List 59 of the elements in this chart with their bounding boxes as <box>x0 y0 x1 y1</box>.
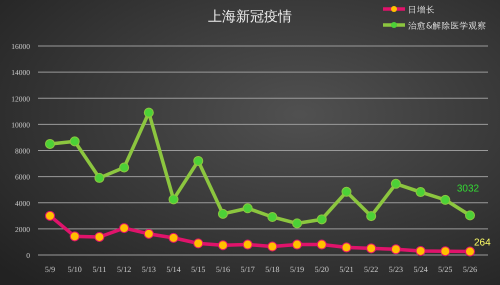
point <box>242 203 253 214</box>
point <box>341 242 352 252</box>
point <box>416 187 426 198</box>
x-tick-label: 5/10 <box>68 265 82 274</box>
x-tick-label: 5/11 <box>92 265 106 274</box>
data-label: 264 <box>474 238 492 249</box>
point <box>465 246 475 257</box>
point <box>168 194 179 204</box>
point <box>390 244 401 254</box>
x-tick-label: 5/19 <box>290 265 304 274</box>
point <box>94 172 104 183</box>
point <box>218 240 228 250</box>
x-tick-label: 5/9 <box>44 265 56 274</box>
x-tick-label: 5/20 <box>314 265 329 274</box>
point <box>416 246 426 256</box>
point <box>70 231 80 242</box>
point <box>45 138 55 149</box>
point <box>267 212 278 222</box>
point <box>366 243 376 254</box>
x-tick-label: 5/17 <box>240 265 255 274</box>
point <box>193 156 204 166</box>
point <box>341 186 352 197</box>
point <box>193 238 204 248</box>
point <box>119 162 130 172</box>
x-tick-label: 5/25 <box>438 265 452 274</box>
point <box>267 242 278 252</box>
point <box>292 218 302 228</box>
point <box>366 211 376 222</box>
point <box>45 210 55 221</box>
point <box>119 223 130 234</box>
x-tick-label: 5/15 <box>191 265 206 274</box>
point <box>242 240 253 250</box>
x-tick-label: 5/14 <box>166 265 181 274</box>
point <box>316 214 327 224</box>
x-tick-label: 5/12 <box>117 265 132 274</box>
data-label: 3032 <box>456 183 480 194</box>
x-tick-label: 5/16 <box>216 265 230 274</box>
point <box>465 210 475 220</box>
point <box>390 178 401 189</box>
point <box>218 208 228 219</box>
point <box>70 136 80 146</box>
x-tick-label: 5/24 <box>413 265 428 274</box>
point <box>440 246 450 256</box>
point <box>292 240 302 250</box>
point <box>144 228 154 239</box>
x-tick-label: 5/22 <box>364 265 378 274</box>
x-tick-label: 5/13 <box>142 265 156 274</box>
point <box>168 232 179 243</box>
x-tick-label: 5/23 <box>388 265 403 274</box>
point <box>316 240 327 250</box>
point <box>440 194 450 205</box>
chart-title: 上海新冠疫情 <box>208 9 292 25</box>
x-tick-label: 5/26 <box>462 265 478 274</box>
point <box>144 108 154 118</box>
x-tick-label: 5/18 <box>265 265 280 274</box>
x-tick-label: 5/21 <box>339 265 354 274</box>
legend-label: 治愈&解除医学观察 <box>408 20 487 32</box>
legend-label: 日增长 <box>408 4 435 16</box>
point <box>94 232 104 242</box>
